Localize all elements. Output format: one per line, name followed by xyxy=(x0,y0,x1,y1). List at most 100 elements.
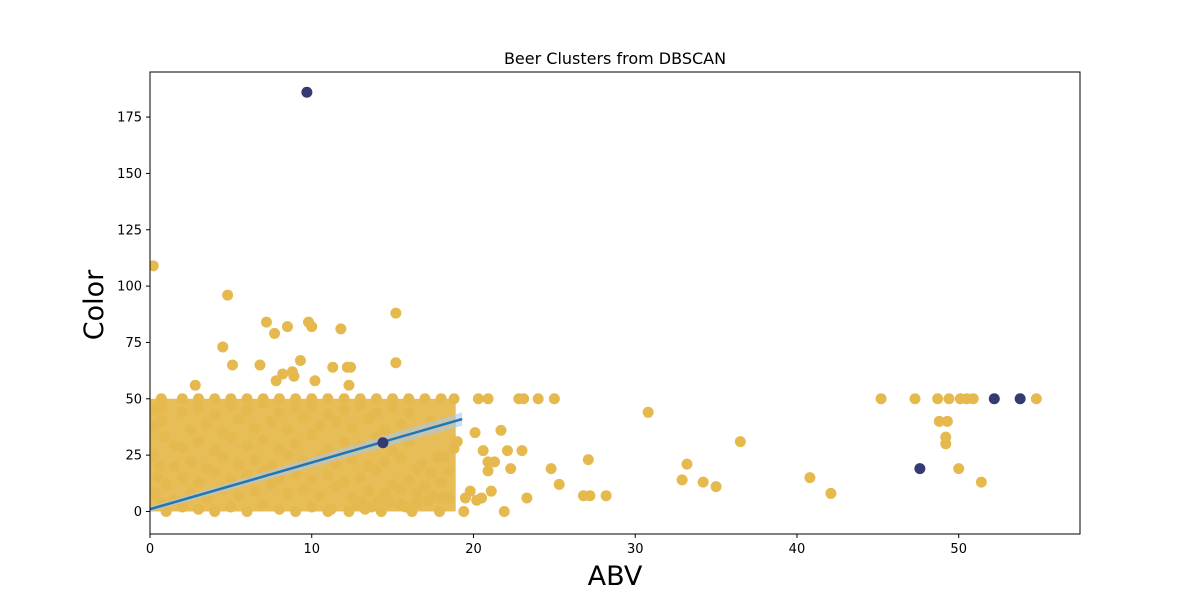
core-point xyxy=(233,413,245,425)
core-point xyxy=(734,436,746,448)
core-point xyxy=(875,393,887,405)
core-point xyxy=(403,393,415,405)
y-tick-label: 150 xyxy=(117,167,142,182)
core-point xyxy=(400,501,412,513)
core-point xyxy=(390,307,402,319)
core-point xyxy=(967,393,979,405)
core-point xyxy=(257,393,269,405)
plot-frame xyxy=(149,71,1081,535)
core-point xyxy=(448,393,460,405)
core-point xyxy=(501,445,513,457)
core-point xyxy=(953,463,965,475)
core-point xyxy=(370,393,382,405)
core-point xyxy=(676,474,688,486)
x-tick-label: 20 xyxy=(465,542,482,557)
core-point xyxy=(209,409,221,421)
core-point xyxy=(370,465,382,477)
core-point xyxy=(403,474,415,486)
core-point xyxy=(532,393,544,405)
core-point xyxy=(176,406,188,418)
core-point xyxy=(257,433,269,445)
noise-point xyxy=(988,393,1000,405)
core-point xyxy=(825,487,837,499)
core-point xyxy=(346,422,358,434)
core-point xyxy=(176,393,188,405)
core-point xyxy=(155,393,167,405)
y-tick-label: 25 xyxy=(125,449,142,464)
core-point xyxy=(176,442,188,454)
core-point xyxy=(933,415,945,427)
core-point xyxy=(335,323,347,335)
core-point xyxy=(226,359,238,371)
core-point xyxy=(804,472,816,484)
core-point xyxy=(477,445,489,457)
regression-line xyxy=(150,417,463,511)
core-point xyxy=(584,490,596,502)
core-point xyxy=(482,465,494,477)
core-point xyxy=(322,409,334,421)
core-point xyxy=(193,402,205,414)
core-point xyxy=(495,424,507,436)
core-point xyxy=(306,321,318,333)
core-point xyxy=(482,393,494,405)
core-point xyxy=(600,490,612,502)
core-point xyxy=(435,393,447,405)
y-tick-label: 125 xyxy=(117,223,142,238)
core-point xyxy=(201,463,213,475)
plot-area xyxy=(150,86,1042,517)
core-point xyxy=(548,393,560,405)
core-point xyxy=(438,451,450,463)
core-point xyxy=(469,427,481,439)
core-point xyxy=(975,476,987,488)
core-point xyxy=(155,402,167,414)
y-axis-label: Color xyxy=(79,269,110,340)
core-point xyxy=(411,463,423,475)
core-point xyxy=(642,406,654,418)
core-point xyxy=(249,454,261,466)
core-point xyxy=(464,485,476,497)
y-tick-label: 100 xyxy=(117,280,142,295)
core-point xyxy=(306,429,318,441)
core-point xyxy=(411,487,423,499)
noise-point xyxy=(377,437,389,449)
core-point xyxy=(330,481,342,493)
x-tick-label: 0 xyxy=(146,542,154,557)
core-point xyxy=(434,505,446,517)
core-point xyxy=(241,505,253,517)
core-point xyxy=(553,478,565,490)
core-point xyxy=(257,499,269,511)
core-point xyxy=(209,445,221,457)
core-point xyxy=(176,472,188,484)
core-point xyxy=(298,411,310,423)
core-point xyxy=(306,501,318,513)
core-point xyxy=(322,469,334,481)
noise-point xyxy=(914,463,926,475)
x-tick-label: 30 xyxy=(627,542,644,557)
core-point xyxy=(411,496,423,508)
core-point xyxy=(516,445,528,457)
core-point xyxy=(209,393,221,405)
core-point xyxy=(345,361,357,373)
core-point xyxy=(362,413,374,425)
core-point xyxy=(383,496,395,508)
core-point xyxy=(489,456,501,468)
core-point xyxy=(217,341,229,353)
core-point xyxy=(395,483,407,495)
core-point xyxy=(193,436,205,448)
chart-title: Beer Clusters from DBSCAN xyxy=(504,49,726,68)
core-point xyxy=(222,289,234,301)
core-point xyxy=(269,327,281,339)
core-point xyxy=(437,492,449,504)
core-point xyxy=(322,393,334,405)
core-point xyxy=(419,481,431,493)
core-point xyxy=(338,436,350,448)
y-axis-ticks: 0 25 50 75 100 125 150 175 xyxy=(117,111,150,520)
core-point xyxy=(521,492,533,504)
core-point xyxy=(343,505,355,517)
core-point xyxy=(387,445,399,457)
core-point xyxy=(184,424,196,436)
core-point xyxy=(422,494,434,506)
core-point xyxy=(306,474,318,486)
core-point xyxy=(330,415,342,427)
core-point xyxy=(425,467,437,479)
